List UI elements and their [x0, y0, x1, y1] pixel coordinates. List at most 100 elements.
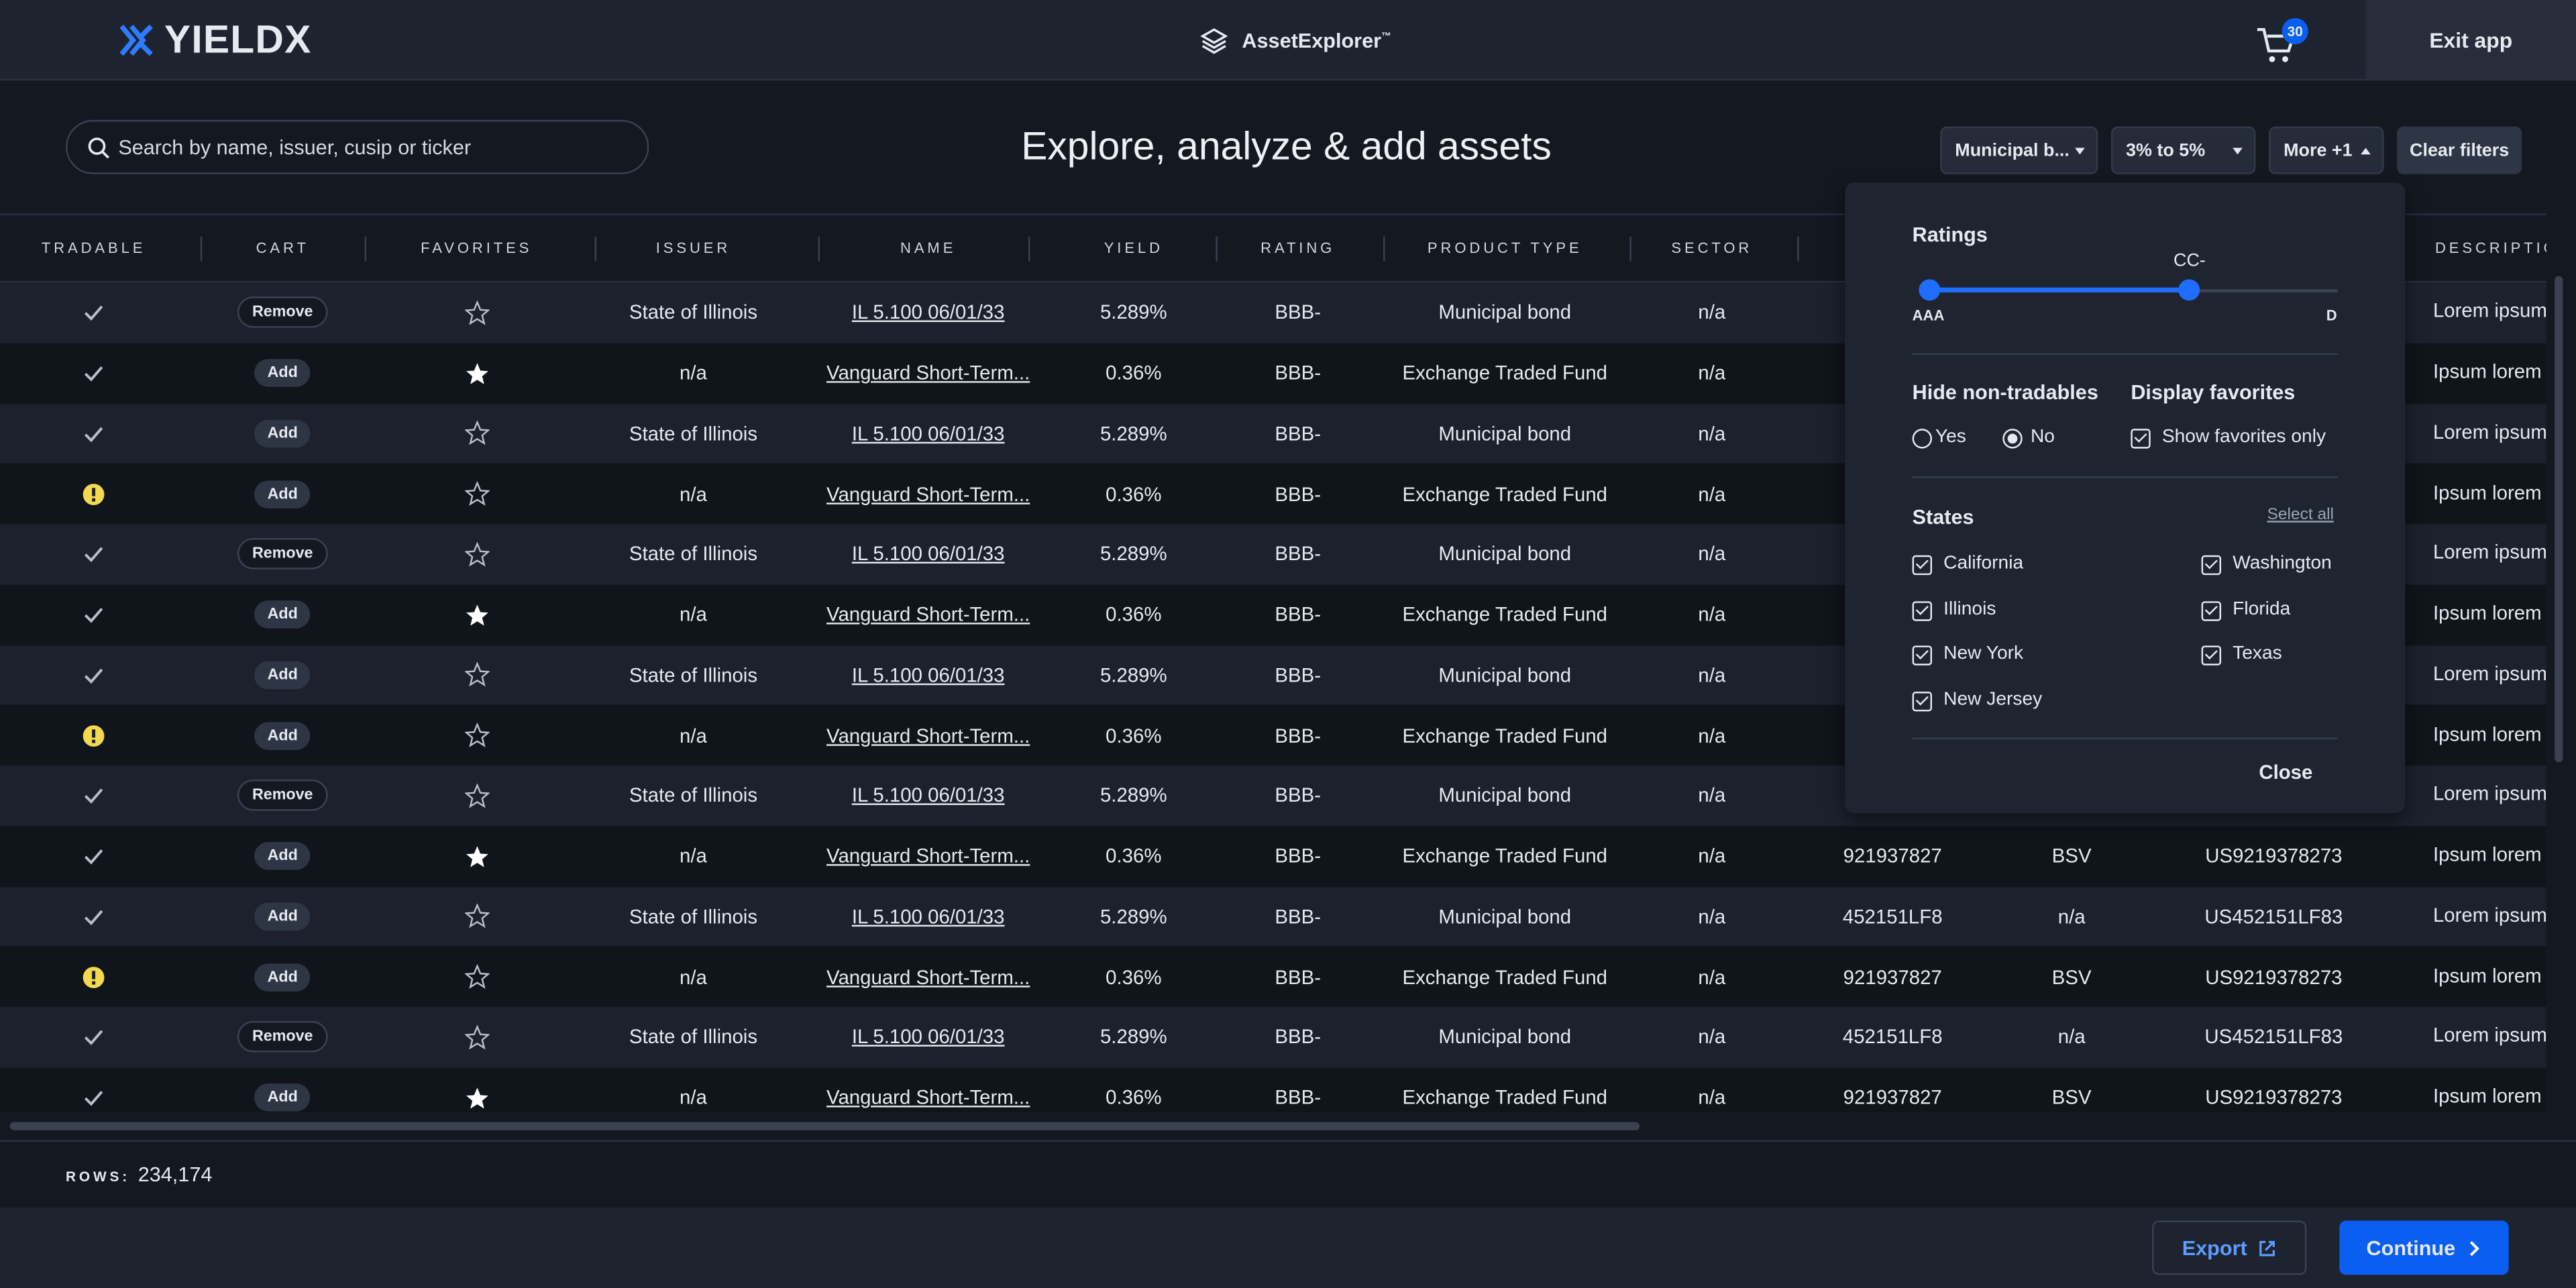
cart-button[interactable]: Add — [254, 721, 311, 750]
cell-rating: BBB- — [1275, 362, 1321, 385]
cell-rating: BBB- — [1275, 482, 1321, 506]
horizontal-scrollbar[interactable] — [9, 1122, 1640, 1130]
cell-issuer: n/a — [680, 965, 707, 989]
asset-link[interactable]: IL 5.100 06/01/33 — [851, 1026, 1005, 1049]
checkbox[interactable] — [2201, 645, 2222, 665]
favorite-star[interactable] — [464, 602, 489, 627]
cell-sector: n/a — [1698, 482, 1726, 506]
cart-button[interactable]: Add — [254, 902, 311, 931]
asset-link[interactable]: IL 5.100 06/01/33 — [851, 905, 1005, 928]
exit-button[interactable]: Exit app — [2365, 0, 2576, 79]
favorite-star-svg — [465, 845, 488, 867]
cart-button[interactable]: Remove — [237, 297, 328, 329]
cell-description: Ipsum lorem — [2432, 722, 2542, 745]
asset-link[interactable]: Vanguard Short-Term... — [826, 362, 1030, 385]
cart-button[interactable]: Add — [254, 480, 311, 508]
favorite-star[interactable] — [463, 783, 490, 808]
cart-button[interactable]: Add — [254, 419, 311, 448]
cell-product-type: Exchange Traded Fund — [1402, 603, 1608, 627]
filter-dropdown[interactable]: More +1 — [2269, 126, 2384, 174]
favorite-star[interactable] — [463, 904, 490, 929]
vertical-scroll-track — [2546, 213, 2576, 1140]
cell-cusip: 921937827 — [1843, 1086, 1942, 1110]
cart-button[interactable]: Add — [254, 661, 311, 690]
search-icon — [88, 138, 109, 159]
state-label: Washington — [2233, 553, 2332, 574]
select-all-link[interactable]: Select all — [2267, 506, 2334, 525]
asset-link[interactable]: Vanguard Short-Term... — [826, 1086, 1030, 1110]
cell-isin: US9219378273 — [2205, 965, 2343, 989]
cell-product-type: Exchange Traded Fund — [1402, 965, 1608, 989]
search-box[interactable]: Search by name, issuer, cusip or ticker — [65, 119, 649, 174]
close-button[interactable]: Close — [2259, 760, 2313, 784]
asset-link[interactable]: Vanguard Short-Term... — [826, 482, 1030, 506]
favorite-star[interactable] — [463, 481, 490, 506]
cart-button[interactable]: Add — [254, 1083, 311, 1112]
favorite-star[interactable] — [463, 541, 490, 567]
favorite-star[interactable] — [464, 1085, 489, 1110]
states-title: States — [1912, 506, 1974, 529]
tradable-check — [82, 845, 105, 867]
favorite-star[interactable] — [463, 722, 490, 748]
favorite-star[interactable] — [463, 1024, 490, 1050]
asset-link[interactable]: Vanguard Short-Term... — [826, 965, 1030, 989]
column-header: TRADABLE — [41, 239, 146, 257]
cell-yield: 0.36% — [1106, 845, 1162, 868]
asset-link[interactable]: IL 5.100 06/01/33 — [851, 784, 1005, 808]
favorite-star[interactable] — [463, 964, 490, 989]
favorite-star[interactable] — [463, 662, 490, 688]
asset-link[interactable]: Vanguard Short-Term... — [826, 724, 1030, 747]
checkbox[interactable] — [1912, 645, 1932, 665]
radio[interactable] — [1912, 429, 1932, 449]
export-button[interactable]: Export — [2152, 1220, 2307, 1275]
cell-yield: 0.36% — [1106, 362, 1162, 385]
favorite-star-svg — [463, 904, 490, 929]
asset-link[interactable]: IL 5.100 06/01/33 — [851, 543, 1005, 566]
cart-button[interactable]: Remove — [237, 1021, 328, 1053]
cell-issuer: State of Illinois — [629, 784, 758, 808]
favorite-star[interactable] — [463, 300, 490, 325]
favorite-star[interactable] — [464, 361, 489, 386]
checkbox[interactable] — [2131, 429, 2151, 449]
cell-rating: BBB- — [1275, 603, 1321, 627]
asset-link[interactable]: IL 5.100 06/01/33 — [851, 422, 1005, 445]
cart-button[interactable]: Add — [254, 842, 311, 871]
cart-button[interactable]: Add — [254, 359, 311, 388]
filter-dropdown[interactable]: Municipal b... — [1940, 126, 2098, 174]
checkbox[interactable] — [2201, 600, 2222, 621]
slider-thumb[interactable] — [1919, 279, 1941, 301]
checkbox[interactable] — [2201, 555, 2222, 576]
checkbox[interactable] — [1912, 600, 1932, 621]
filter-dropdown[interactable]: 3% to 5% — [2110, 126, 2256, 174]
cell-rating: BBB- — [1275, 1086, 1321, 1110]
checkbox[interactable] — [1912, 690, 1932, 711]
favorite-star-svg — [465, 362, 488, 384]
cart-button[interactable]: Add — [254, 600, 311, 629]
cell-description: Ipsum lorem — [2432, 601, 2542, 625]
cell-description: Lorem ipsum — [2432, 782, 2546, 806]
cart-button[interactable]: Remove — [237, 780, 328, 812]
column-divider — [200, 236, 203, 262]
tradable-check-svg — [84, 1030, 103, 1046]
column-divider — [1028, 236, 1030, 262]
state-label: California — [1943, 553, 2024, 574]
asset-link[interactable]: Vanguard Short-Term... — [826, 845, 1030, 868]
cart-button[interactable]: Remove — [237, 538, 328, 570]
cart-button[interactable]: Add — [254, 963, 311, 991]
continue-button[interactable]: Continue — [2339, 1220, 2509, 1275]
favorite-star[interactable] — [464, 844, 489, 869]
favorite-star-svg — [463, 300, 490, 325]
favorite-star[interactable] — [463, 421, 490, 446]
slider-thumb[interactable] — [2178, 279, 2200, 301]
radio[interactable] — [2002, 429, 2023, 449]
radio-label: Yes — [1935, 427, 1966, 447]
asset-link[interactable]: IL 5.100 06/01/33 — [851, 663, 1005, 687]
separator — [1912, 737, 2338, 740]
vertical-scrollbar[interactable] — [2555, 276, 2563, 763]
cell-description: Lorem ipsum — [2432, 420, 2546, 443]
asset-link[interactable]: IL 5.100 06/01/33 — [851, 301, 1005, 325]
checkbox[interactable] — [1912, 555, 1932, 576]
clear-filters-button[interactable]: Clear filters — [2397, 126, 2522, 174]
cell-issuer: n/a — [680, 724, 707, 747]
asset-link[interactable]: Vanguard Short-Term... — [826, 603, 1030, 627]
